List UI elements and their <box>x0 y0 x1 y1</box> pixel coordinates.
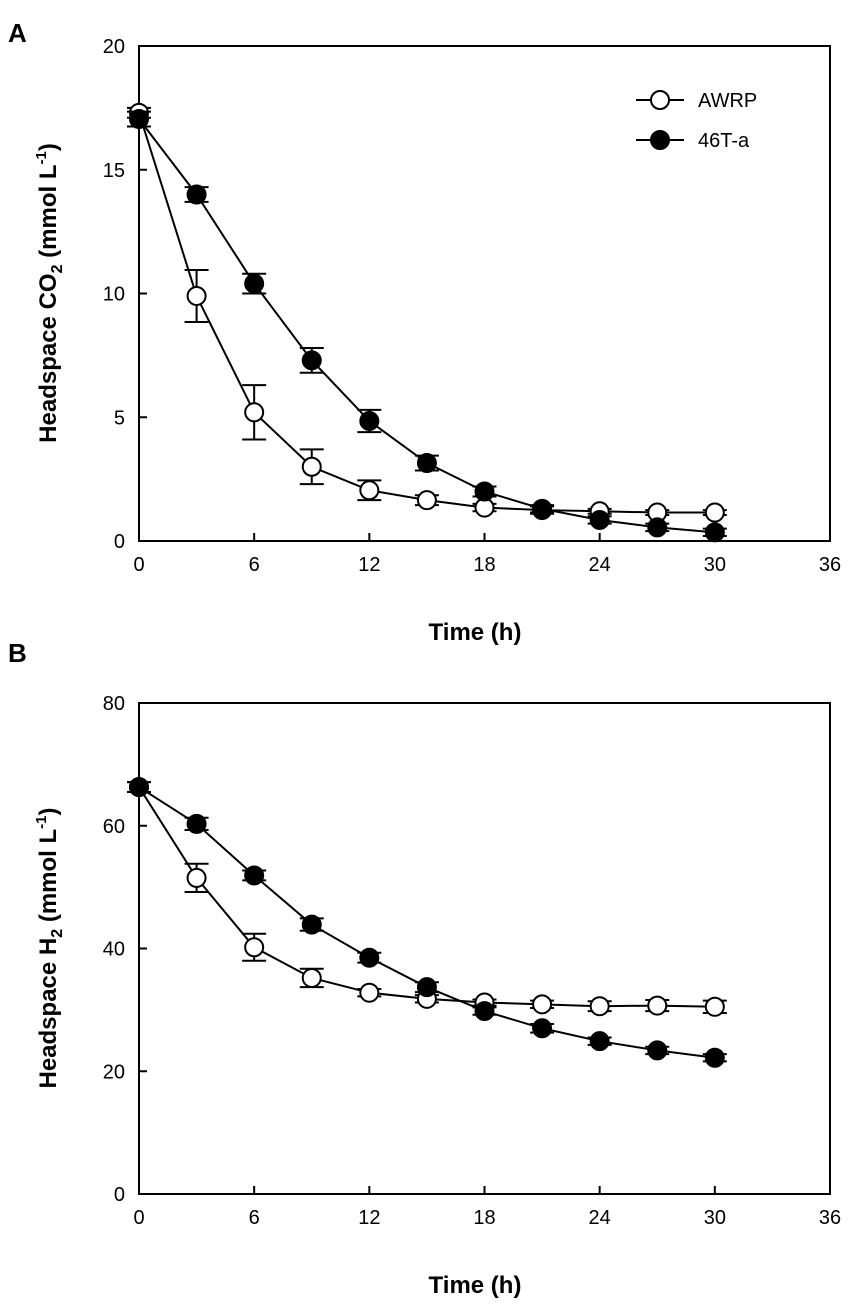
data-point <box>301 350 322 371</box>
x-axis-title: Time (h) <box>429 1272 522 1299</box>
data-point <box>532 1018 553 1039</box>
legend-label: AWRP <box>698 90 757 112</box>
x-tick-label: 6 <box>249 554 260 576</box>
data-point <box>301 456 322 477</box>
legend-marker <box>650 130 670 150</box>
y-tick-label: 0 <box>114 1184 125 1206</box>
x-tick-label: 12 <box>358 1207 380 1229</box>
data-point <box>589 1031 610 1052</box>
data-point <box>647 995 668 1016</box>
legend-marker <box>650 90 670 110</box>
data-point <box>186 285 207 306</box>
x-tick-label: 24 <box>589 554 611 576</box>
data-point <box>244 273 265 294</box>
data-point <box>129 777 149 798</box>
y-tick-label: 5 <box>114 407 125 429</box>
y-tick-label: 80 <box>103 693 125 715</box>
y-tick-label: 40 <box>103 939 125 961</box>
x-tick-label: 0 <box>133 1207 144 1229</box>
data-point <box>589 509 610 530</box>
series-46t-a <box>127 777 727 1068</box>
data-point <box>704 1047 725 1068</box>
data-point <box>647 517 668 538</box>
data-point <box>186 813 207 834</box>
panel-label: A <box>8 18 27 48</box>
y-tick-label: 20 <box>103 36 125 58</box>
series-line <box>138 786 715 1008</box>
y-tick-label: 20 <box>103 1061 125 1083</box>
series-line <box>138 786 715 1059</box>
panel-label: B <box>8 638 27 668</box>
y-axis-title: Headspace H2 (mmol L-1) <box>33 808 66 1089</box>
data-point <box>532 994 553 1015</box>
x-tick-label: 18 <box>473 1207 495 1229</box>
x-tick-label: 36 <box>819 1207 841 1229</box>
data-point <box>244 937 265 958</box>
data-point <box>474 481 495 502</box>
data-point <box>186 184 207 205</box>
x-tick-label: 30 <box>704 554 726 576</box>
data-point <box>416 490 437 511</box>
data-point <box>129 109 149 130</box>
x-tick-label: 0 <box>133 554 144 576</box>
data-point <box>704 996 725 1017</box>
y-axis-title: Headspace CO2 (mmol L-1) <box>33 143 66 443</box>
y-tick-label: 0 <box>114 531 125 553</box>
x-tick-label: 24 <box>589 1207 611 1229</box>
data-point <box>186 867 207 888</box>
data-point <box>301 914 322 935</box>
x-tick-label: 18 <box>473 554 495 576</box>
data-point <box>359 480 380 501</box>
y-tick-label: 60 <box>103 816 125 838</box>
x-tick-label: 30 <box>704 1207 726 1229</box>
plot-frame <box>138 702 831 1195</box>
data-point <box>416 453 437 474</box>
series-line <box>138 112 715 514</box>
data-point <box>532 498 553 519</box>
x-tick-label: 6 <box>249 1207 260 1229</box>
x-tick-label: 36 <box>819 554 841 576</box>
data-point <box>359 982 380 1003</box>
legend-label: 46T-a <box>698 130 750 152</box>
data-point <box>301 967 322 988</box>
x-tick-label: 12 <box>358 554 380 576</box>
data-point <box>359 410 380 431</box>
data-point <box>416 977 437 998</box>
data-point <box>474 1001 495 1022</box>
data-point <box>589 996 610 1017</box>
panel-a: A 0 6 12 18 24 30 36 0 5 10 15 20 Time (h) Headspace C… <box>8 18 841 646</box>
series-46t-a <box>127 109 727 543</box>
data-point <box>244 402 265 423</box>
x-axis-title: Time (h) <box>429 619 522 646</box>
y-tick-label: 15 <box>103 160 125 182</box>
data-point <box>704 502 725 523</box>
data-point <box>359 947 380 968</box>
data-point <box>244 865 265 886</box>
data-point <box>704 522 725 543</box>
y-tick-label: 10 <box>103 284 125 306</box>
data-point <box>647 1040 668 1061</box>
panel-b: B 0 6 12 18 24 30 36 0 20 40 60 80 Time (h) Headspace … <box>8 638 841 1299</box>
